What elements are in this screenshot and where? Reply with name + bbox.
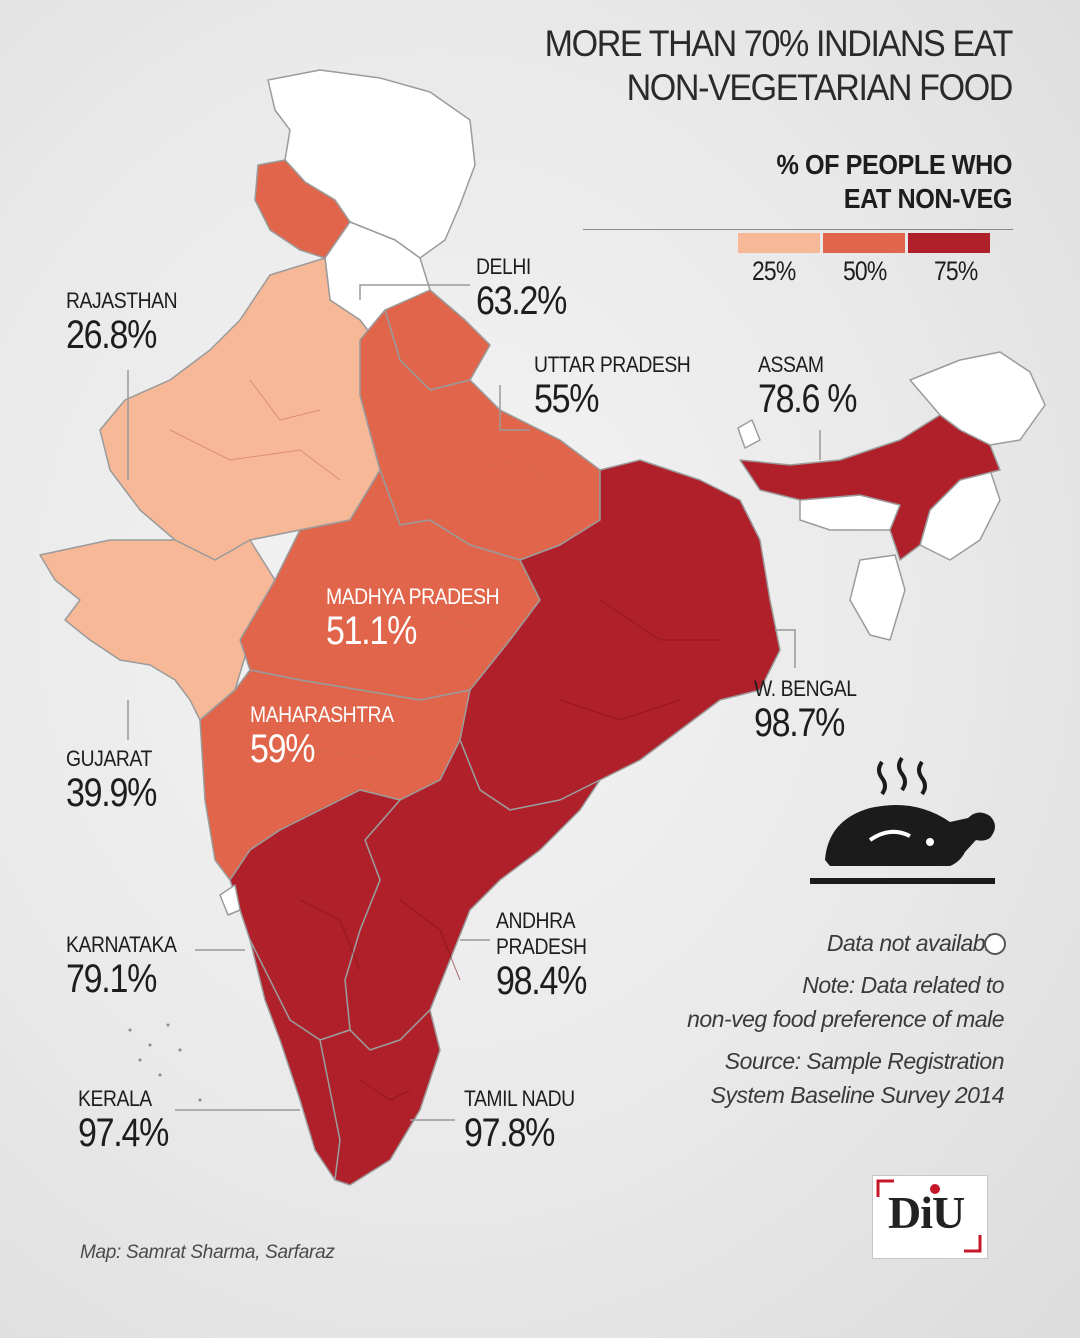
legend-tick-25: 25% bbox=[752, 256, 796, 286]
region-gujarat bbox=[39, 539, 276, 721]
no-data-label: Data not available bbox=[826, 930, 1003, 956]
region-assam bbox=[739, 414, 1001, 561]
title-line-2: NON-VEGETARIAN FOOD bbox=[626, 67, 1014, 108]
note-line-1: Note: Data related to bbox=[802, 972, 1004, 998]
state-name: TAMIL NADU bbox=[464, 1086, 575, 1111]
source-line-2: System Baseline Survey 2014 bbox=[710, 1082, 1005, 1108]
state-value: 79.1% bbox=[66, 957, 157, 1001]
label-gujarat: GUJARAT 39.9% bbox=[66, 746, 172, 814]
label-andhra-pradesh: ANDHRA PRADESH 98.4% bbox=[496, 908, 602, 1002]
region-east-india bbox=[459, 459, 781, 811]
state-value: 55% bbox=[534, 377, 600, 421]
region-tamil-nadu bbox=[319, 1009, 441, 1186]
label-delhi: DELHI 63.2% bbox=[476, 254, 582, 322]
leader-w-bengal bbox=[775, 629, 796, 668]
state-value: 26.8% bbox=[66, 313, 157, 357]
label-karnataka: KARNATAKA 79.1% bbox=[66, 932, 192, 1000]
region-sikkim bbox=[737, 419, 761, 449]
legend-divider bbox=[583, 229, 1013, 230]
state-value: 98.7% bbox=[754, 701, 845, 745]
map-credit: Map: Samrat Sharma, Sarfaraz bbox=[80, 1242, 335, 1263]
state-name: ASSAM bbox=[758, 352, 824, 377]
diu-logo-text: DiU bbox=[888, 1187, 965, 1238]
legend-tick-50: 50% bbox=[843, 256, 887, 286]
label-madhya-pradesh: MADHYA PRADESH 51.1% bbox=[326, 584, 523, 652]
state-name: KERALA bbox=[78, 1086, 152, 1111]
logo-corners bbox=[876, 1179, 982, 1253]
state-value: 63.2% bbox=[476, 279, 567, 323]
no-data-swatch bbox=[984, 933, 1006, 955]
state-value: 51.1% bbox=[326, 609, 417, 653]
state-value: 78.6 % bbox=[758, 377, 857, 421]
legend-title-line-2: EAT NON-VEG bbox=[843, 183, 1013, 214]
title-line-1: MORE THAN 70% INDIANS EAT bbox=[544, 23, 1014, 64]
label-kerala: KERALA 97.4% bbox=[78, 1086, 184, 1154]
state-name: RAJASTHAN bbox=[66, 288, 178, 313]
map-title: MORE THAN 70% INDIANS EAT NON-VEGETARIAN… bbox=[423, 22, 1014, 110]
note-line-2: non-veg food preference of male bbox=[687, 1006, 1004, 1032]
state-value: 97.4% bbox=[78, 1111, 169, 1155]
label-assam: ASSAM 78.6 % bbox=[758, 352, 874, 420]
state-value: 59% bbox=[250, 727, 316, 771]
roast-chicken-icon bbox=[810, 756, 995, 884]
state-name: UTTAR PRADESH bbox=[534, 352, 691, 377]
region-tripura-mizoram bbox=[849, 554, 906, 641]
lakshadweep-dots bbox=[128, 1023, 202, 1102]
legend-tick-75: 75% bbox=[934, 256, 978, 286]
source-line-1: Source: Sample Registration bbox=[724, 1048, 1005, 1074]
state-name: GUJARAT bbox=[66, 746, 152, 771]
note-block: Note: Data related to non-veg food prefe… bbox=[544, 968, 1004, 1036]
legend-title: % OF PEOPLE WHO EAT NON-VEG bbox=[634, 148, 1013, 216]
state-name-line-2: PRADESH bbox=[496, 934, 587, 959]
label-tamil-nadu: TAMIL NADU 97.8% bbox=[464, 1086, 590, 1154]
legend-title-line-1: % OF PEOPLE WHO bbox=[776, 149, 1013, 180]
label-maharashtra: MAHARASHTRA 59% bbox=[250, 702, 413, 770]
state-name: MAHARASHTRA bbox=[250, 702, 394, 727]
no-data-legend: Data not available bbox=[542, 926, 1003, 960]
legend-swatch-50 bbox=[823, 233, 905, 253]
leader-delhi bbox=[359, 284, 470, 300]
state-value: 98.4% bbox=[496, 959, 587, 1003]
legend-swatch-25 bbox=[738, 233, 820, 253]
state-name: KARNATAKA bbox=[66, 932, 177, 957]
region-goa bbox=[219, 884, 241, 916]
legend-swatch-75 bbox=[908, 233, 990, 253]
state-name: W. BENGAL bbox=[754, 676, 857, 701]
label-uttar-pradesh: UTTAR PRADESH 55% bbox=[534, 352, 712, 420]
state-name: MADHYA PRADESH bbox=[326, 584, 500, 609]
state-value: 39.9% bbox=[66, 771, 157, 815]
leader-uttar-pradesh bbox=[499, 385, 530, 431]
label-rajasthan: RAJASTHAN 26.8% bbox=[66, 288, 192, 356]
state-name-line-1: ANDHRA bbox=[496, 908, 576, 933]
state-name: DELHI bbox=[476, 254, 531, 279]
source-block: Source: Sample Registration System Basel… bbox=[544, 1044, 1005, 1112]
label-w-bengal: W. BENGAL 98.7% bbox=[754, 676, 871, 744]
state-value: 97.8% bbox=[464, 1111, 555, 1155]
